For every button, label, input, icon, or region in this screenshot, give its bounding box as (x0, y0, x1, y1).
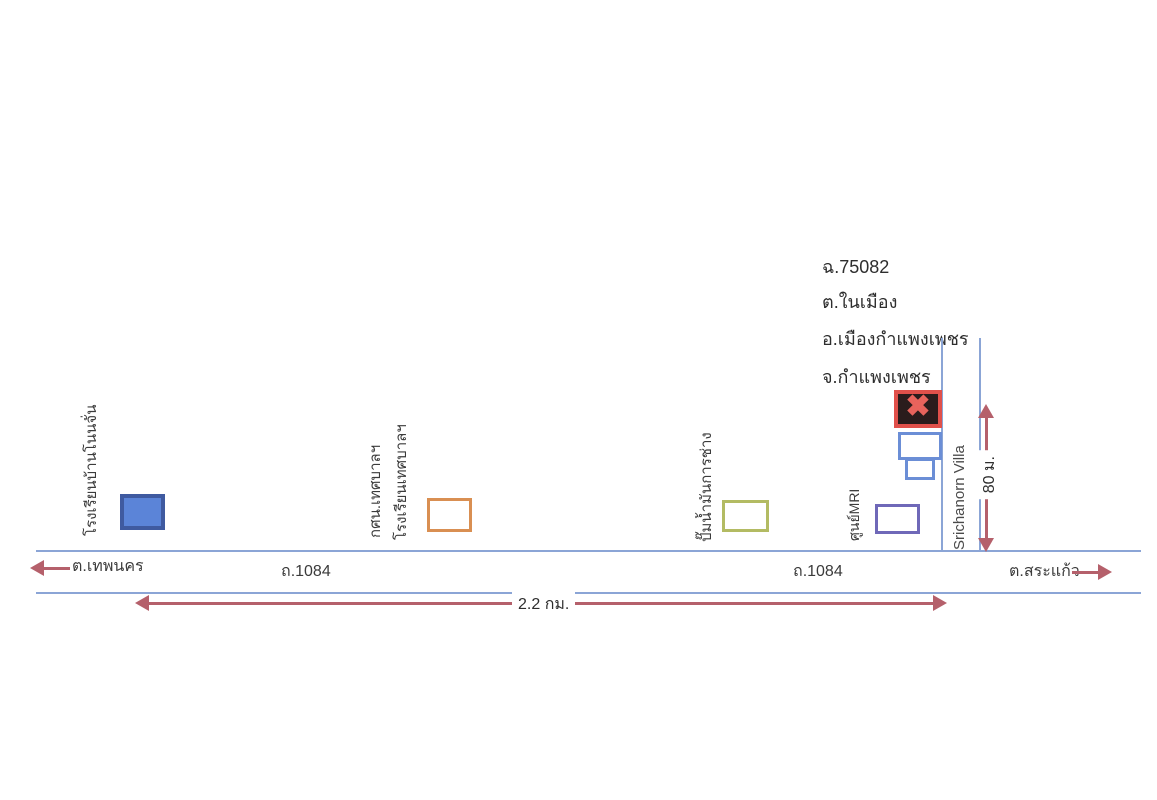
main-road-label-right: ถ.1084 (793, 563, 843, 580)
landmark-temple-label: กศน.เทศบาลฯ (367, 444, 384, 538)
landmark-school-label: โรงเรียนบ้านโนนจั่น (83, 404, 100, 536)
landmark-municipal-school-label: โรงเรียนเทศบาลฯ (393, 424, 410, 540)
site-building-lower (905, 458, 935, 480)
site-marker[interactable]: ✖ (894, 390, 942, 428)
address-line-1: ฉ.75082 (822, 257, 890, 277)
side-road-west-edge (941, 338, 943, 552)
landmark-mri-shape (875, 504, 920, 534)
landmark-school-shape (120, 494, 165, 530)
distance-label-setback: 80 ม. (977, 450, 1002, 500)
landmark-gas-station-shape (722, 500, 769, 532)
side-road-name-label: Srichanorn Villa (951, 445, 968, 550)
main-road-north-edge (36, 550, 1141, 552)
site-x-icon: ✖ (905, 390, 931, 423)
direction-right-label: ต.สระแก้ว (1009, 563, 1080, 580)
direction-left-label: ต.เทพนคร (72, 558, 144, 575)
address-line-2: ต.ในเมือง (822, 292, 898, 312)
landmark-municipal-school-shape (427, 498, 472, 532)
landmark-mri-label: ศูนย์MRI (846, 488, 862, 541)
main-road-label-left: ถ.1084 (281, 563, 331, 580)
distance-label-main: 2.2 กม. (512, 592, 576, 617)
direction-arrow-right (1072, 563, 1112, 581)
site-building-upper (898, 432, 942, 460)
side-road-east-edge (979, 338, 981, 552)
direction-arrow-left (30, 559, 70, 577)
landmark-gas-station-label: ปั๊มน้ำมันการช่าง (698, 432, 715, 542)
address-line-4: จ.กำแพงเพชร (822, 367, 931, 387)
main-road-south-edge (36, 592, 1141, 594)
address-line-3: อ.เมืองกำแพงเพชร (822, 329, 969, 349)
